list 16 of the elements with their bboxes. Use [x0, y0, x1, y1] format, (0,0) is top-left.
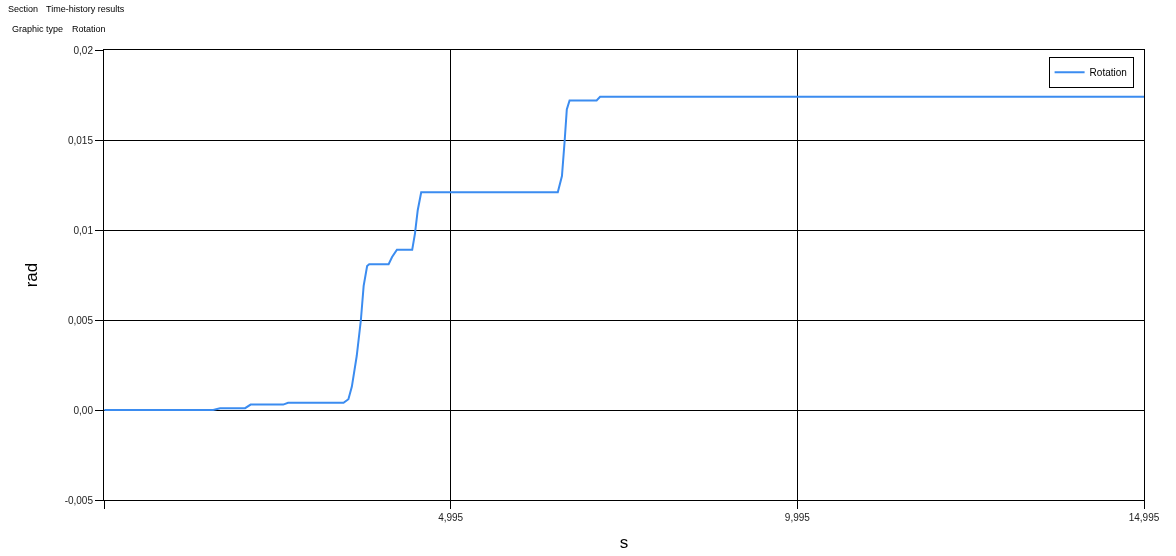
y-tick-label: 0,00 — [73, 404, 94, 416]
legend-label: Rotation — [1089, 67, 1127, 79]
y-tick-label: -0,005 — [64, 494, 94, 506]
y-tick-label: 0,02 — [73, 44, 94, 56]
text: Graphic type — [12, 24, 64, 34]
x-tick-label: 9,995 — [784, 512, 811, 523]
text: Section — [8, 4, 39, 14]
text: Time-history results — [46, 4, 125, 14]
y-axis-title: rad — [22, 262, 42, 288]
x-tick-label: 14,995 — [1128, 512, 1160, 523]
y-tick-label: 0,015 — [67, 134, 94, 146]
x-axis-title: s — [619, 533, 629, 553]
text: Rotation — [72, 24, 106, 34]
y-tick-label: 0,005 — [67, 314, 94, 326]
y-tick-label: 0,01 — [73, 224, 94, 236]
x-tick-label: 4,995 — [438, 512, 464, 523]
